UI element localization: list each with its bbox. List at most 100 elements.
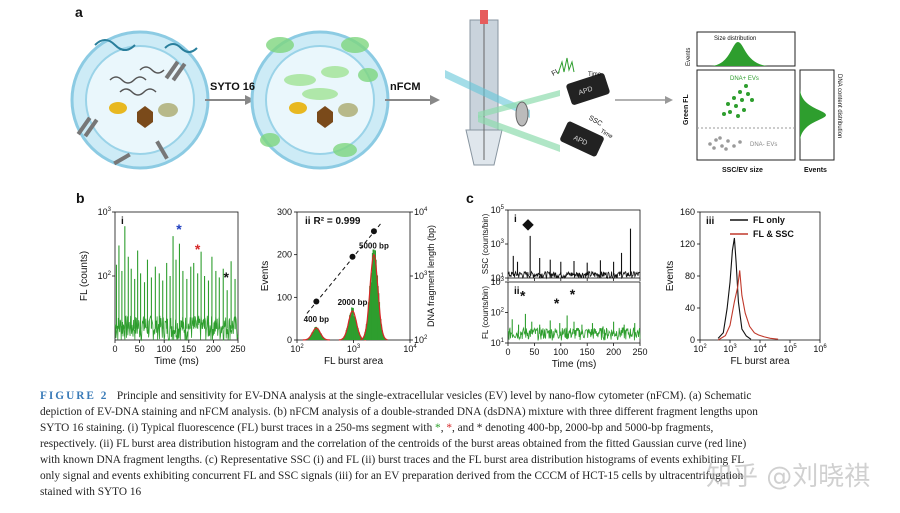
figure-caption: FIGURE 2 Principle and sensitivity for E… [40,388,880,500]
b-ii-x-tick-label: 104 [403,344,417,354]
c-iii-x-tick-label: 105 [783,344,797,354]
watermark: 知乎 @刘晓祺 [706,462,871,492]
c-iii-y-axis-label: Events [665,261,676,292]
panel-label-c: c [466,190,474,206]
c-ii-x-axis-label: Time (ms) [552,359,597,370]
b-ii-x-axis-label: FL burst area [324,356,384,367]
asterisk-green: * [435,422,441,434]
dna-content-plot: DNA content distribution Events [799,69,842,174]
c-ii-annotation-mark: * [554,295,560,311]
vesicle-unstained [70,30,210,170]
caption-line-4: respectively. (ii) FL burst area distrib… [40,438,747,450]
b-ii-panel-numeral: ii [305,216,311,227]
svg-text:Green FL: Green FL [683,94,690,125]
b-ii-peak-label: 5000 bp [359,242,389,251]
b-i-baseline-trace [114,315,239,342]
b-ii-y-tick-label: 200 [277,250,292,260]
c-iii-legend-label: FL & SSC [753,229,794,239]
b-i-x-tick-label: 200 [206,344,221,354]
b-ii-centroid-point [313,298,320,305]
b-ii-y-tick-label: 0 [287,335,292,345]
b-ii-y-tick-label: 300 [277,207,292,217]
caption-line-3: SYTO 16 staining. (i) Typical fluorescen… [40,422,433,434]
svg-text:DNA+ EVs: DNA+ EVs [730,76,759,82]
b-i-x-tick-label: 100 [157,344,172,354]
caption-comma: , [440,422,444,434]
scatter-plot: DNA+ EVs DNA- EVs Green FL SSC/EV size [683,69,796,174]
c-iii-x-tick-label: 106 [813,344,827,354]
c-ii-annotation-mark: * [520,287,526,303]
c-iii-series-line [717,237,752,340]
svg-text:Events: Events [804,167,827,174]
b-ii-y-tick-label: 100 [277,292,292,302]
c-ii-y-axis-label: FL (counts/bin) [481,286,490,339]
svg-text:Time: Time [588,72,602,78]
b-ii-fit-line [306,223,381,314]
c-iii-y-tick-label: 160 [680,207,695,217]
caption-line-5: with known DNA fragment lengths. (c) Rep… [40,454,745,466]
b-i-x-tick-label: 50 [135,344,145,354]
c-iii-y-tick-label: 0 [690,335,695,345]
b-i-annotation-mark: * [195,241,201,257]
b-i-x-tick-label: 150 [181,344,196,354]
step1-label: SYTO 16 [210,81,255,93]
b-i-y-tick-label: 103 [98,207,112,217]
c-iii-x-tick-label: 104 [753,344,767,354]
charts-layer: 0 50 100 150 200 250 102 103 Time (ms) FL (counts… [79,205,827,370]
c-ii-x-tick-label: 250 [632,347,647,357]
c-iii-series-line [717,270,779,341]
svg-text:SSC/EV size: SSC/EV size [722,167,763,174]
svg-text:DNA- EVs: DNA- EVs [750,142,777,148]
caption-line-1: Principle and sensitivity for EV-DNA ana… [116,390,752,402]
b-i-x-tick-label: 250 [230,344,245,354]
panel-label-a: a [75,4,83,20]
c-ii-x-tick-label: 200 [606,347,621,357]
c-ii-x-tick-label: 150 [580,347,595,357]
c-i-y-axis-label: SSC (counts/bin) [481,213,490,274]
b-ii-centroid-point [349,253,356,260]
c-ii-y-tick-label: 103 [491,277,505,287]
svg-text:Size distribution: Size distribution [714,36,756,42]
b-i-annotation-mark: * [176,221,182,237]
c-ii-x-tick-label: 100 [553,347,568,357]
b-ii-gaussian-fit [338,310,367,341]
flow-cell [445,10,560,166]
b-i-annotation-mark: * [223,269,229,285]
b-i-y-axis-label: FL (counts) [79,251,90,301]
c-ii-panel-numeral: ii [514,286,520,297]
c-i-annotation-mark: ◆ [522,216,535,232]
b-ii-y-axis-label: Events [260,261,271,292]
c-i-panel-numeral: i [514,214,517,225]
c-iii-y-tick-label: 120 [680,239,695,249]
asterisk-red: * [446,422,453,434]
b-i-y-tick-label: 102 [98,271,112,281]
b-ii-gaussian-fit [302,327,330,341]
c-iii-x-tick-label: 103 [723,344,737,354]
c-ii-y-tick-label: 102 [491,308,505,318]
c-i-y-tick-label: 105 [491,205,505,215]
size-distribution-plot: Size distribution Events [686,31,796,67]
b-ii-centroid-point [370,228,377,235]
caption-line-6: only signal and events exhibiting concur… [40,470,744,482]
svg-text:DNA content distribution: DNA content distribution [836,74,842,138]
step2-label: nFCM [390,81,421,93]
c-iii-x-axis-label: FL burst area [730,356,790,367]
c-ii-x-tick-label: 0 [505,347,510,357]
c-iii-y-tick-label: 40 [685,303,695,313]
b-ii-gaussian-fit [360,253,388,341]
caption-line-7: stained with SYTO 16 [40,486,142,498]
svg-text:FL: FL [551,68,562,78]
b-i-x-axis-label: Time (ms) [154,356,199,367]
fl-detector: APD FL Time [551,57,610,105]
c-iii-legend-label: FL only [753,215,785,225]
c-ii-x-tick-label: 50 [529,347,539,357]
c-iii-x-tick-label: 102 [693,344,707,354]
b-ii-x-tick-label: 102 [290,344,304,354]
b-i-x-tick-label: 0 [112,344,117,354]
c-ii-y-tick-label: 101 [491,338,505,348]
b-i-panel-numeral: i [121,216,124,227]
caption-line-3-rest: , and * denoting 400-bp, 2000-bp and 500… [452,422,714,434]
b-ii-peak-label: 2000 bp [338,298,368,307]
b-ii-y2-tick-label: 103 [414,271,428,281]
c-i-y-tick-label: 101 [491,273,505,283]
